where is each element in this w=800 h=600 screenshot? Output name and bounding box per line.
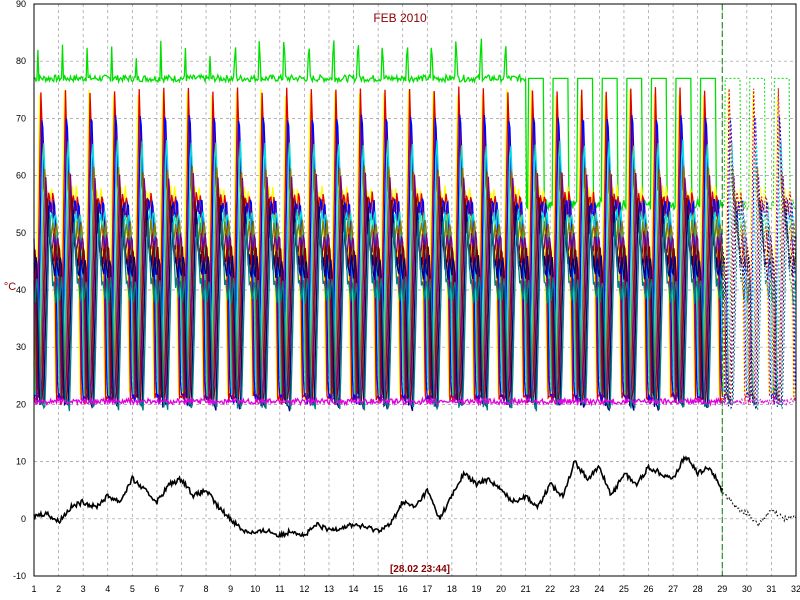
x-tick-label: 21: [521, 584, 531, 594]
x-tick-label: 14: [349, 584, 359, 594]
series-forecast-11: [721, 488, 797, 528]
x-tick-label: 11: [275, 584, 284, 594]
series-forecast-9: [721, 218, 797, 412]
x-tick-label: 12: [299, 584, 309, 594]
x-tick-label: 31: [766, 584, 776, 594]
x-tick-label: 9: [228, 584, 233, 594]
series-line-3: [33, 114, 723, 405]
series-forecast-10: [721, 396, 797, 407]
y-tick-label: 0: [21, 514, 26, 524]
series-forecast-8: [721, 207, 797, 410]
x-tick-label: 19: [471, 584, 481, 594]
y-tick-label: 40: [16, 285, 26, 295]
x-tick-label: 7: [179, 584, 184, 594]
plot-frame: [33, 3, 797, 577]
x-tick-label: 18: [447, 584, 457, 594]
x-tick-label: 6: [154, 584, 159, 594]
y-tick-label: 20: [16, 399, 26, 409]
x-tick-label: 3: [81, 584, 86, 594]
y-tick-label: 70: [16, 113, 26, 123]
x-tick-label: 10: [250, 584, 260, 594]
timestamp-label: [28.02 23:44]: [390, 564, 450, 575]
x-tick-label: 25: [619, 584, 629, 594]
x-tick-label: 27: [668, 584, 678, 594]
y-tick-label: 30: [16, 342, 26, 352]
series-forecast-7: [721, 198, 797, 404]
x-tick-label: 13: [324, 584, 334, 594]
x-tick-label: 30: [742, 584, 752, 594]
x-tick-label: 23: [570, 584, 580, 594]
series-line-11: [33, 455, 724, 539]
series-forecast-6: [721, 174, 797, 404]
x-tick-label: 20: [496, 584, 506, 594]
y-tick-label: 80: [16, 56, 26, 66]
y-tick-label: -10: [13, 571, 26, 581]
series-layer: [33, 38, 797, 539]
y-tick-label: 90: [16, 0, 26, 9]
x-tick-label: 2: [56, 584, 61, 594]
x-tick-label: 4: [105, 584, 110, 594]
y-tick-label: 10: [16, 457, 26, 467]
series-forecast-5: [721, 166, 797, 400]
y-axis-unit: °C: [4, 281, 16, 293]
axes-layer: 1 2 3 4 5 6 7 8 9 10 11 12 13 14 15 16 17 18 19 20 21 22 23 24 2…: [13, 0, 800, 594]
y-tick-label: 50: [16, 228, 26, 238]
series-line-0: [33, 38, 723, 212]
x-tick-label: 8: [204, 584, 209, 594]
x-tick-label: 16: [398, 584, 408, 594]
x-tick-label: 22: [545, 584, 555, 594]
series-forecast-3: [721, 116, 797, 405]
x-tick-label: 1: [31, 584, 36, 594]
chart-title: FEB 2010: [373, 11, 427, 25]
x-tick-label: 32: [791, 584, 800, 594]
x-tick-label: 24: [594, 584, 604, 594]
series-forecast-0: [721, 77, 797, 211]
x-tick-label: 5: [130, 584, 135, 594]
x-tick-label: 29: [717, 584, 727, 594]
series-line-10: [33, 396, 723, 407]
x-tick-label: 17: [422, 584, 432, 594]
series-line-9: [33, 217, 723, 412]
x-tick-label: 15: [373, 584, 383, 594]
x-tick-label: 26: [644, 584, 654, 594]
x-tick-label: 28: [693, 584, 703, 594]
y-tick-label: 60: [16, 171, 26, 181]
